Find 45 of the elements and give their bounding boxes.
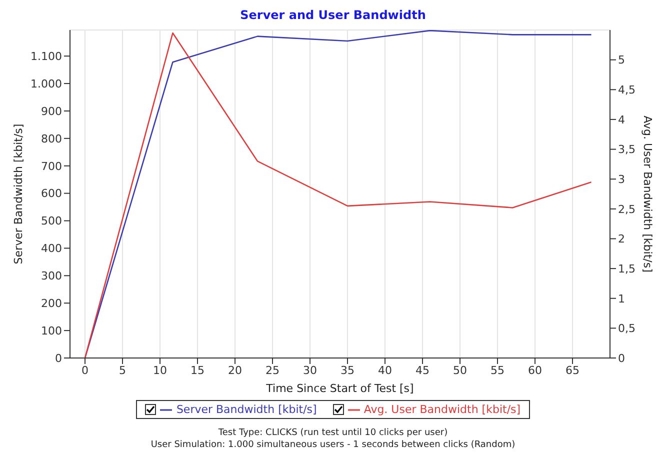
y-tick-label: 800 xyxy=(41,132,62,146)
y2-tick-label: 5 xyxy=(618,54,625,67)
y-tick-label: 0 xyxy=(55,352,62,365)
y-tick-label: 600 xyxy=(41,187,62,200)
x-tick-label: 15 xyxy=(190,364,204,377)
y2-tick-label: 0,5 xyxy=(618,322,636,336)
chart-title: Server and User Bandwidth xyxy=(239,8,427,24)
y2-tick-label: 4 xyxy=(618,113,625,126)
y-tick-label: 700 xyxy=(41,160,62,173)
y-tick-label: 200 xyxy=(41,297,62,310)
x-tick-label: 40 xyxy=(378,364,392,377)
y2-tick-label: 3 xyxy=(618,172,625,186)
x-tick-label: 5 xyxy=(119,364,126,377)
x-tick-label: 30 xyxy=(303,364,317,377)
y-tick-label: 900 xyxy=(41,104,62,118)
x-tick-label: 10 xyxy=(153,364,167,377)
y-tick-label: 1.000 xyxy=(30,77,62,90)
y-axis-title: Server Bandwidth [kbit/s] xyxy=(12,124,25,264)
x-tick-label: 50 xyxy=(453,364,467,377)
x-tick-label: 45 xyxy=(416,364,430,377)
y2-axis-title: Avg. User Bandwidth [kbit/s] xyxy=(641,116,654,272)
x-tick-label: 65 xyxy=(566,364,580,377)
y-tick-label: 100 xyxy=(41,324,62,338)
y-tick-label: 400 xyxy=(41,242,62,256)
x-tick-label: 25 xyxy=(266,364,280,377)
y2-tick-label: 2 xyxy=(618,232,625,246)
text: Test Type: CLICKS (run test until 10 clicks per user) xyxy=(217,427,449,439)
y2-tick-label: 4,5 xyxy=(618,84,636,97)
y-tick-label: 500 xyxy=(41,214,62,228)
y2-tick-label: 2,5 xyxy=(618,202,636,216)
y-tick-label: 300 xyxy=(41,270,62,283)
y-tick-label: 1.100 xyxy=(30,50,62,63)
x-tick-label: 20 xyxy=(228,364,242,377)
x-tick-label: 0 xyxy=(82,364,88,377)
text: User Simulation: 1.000 simultaneous users - 1 seconds between clicks (Random) xyxy=(150,439,516,451)
y2-tick-label: 1 xyxy=(618,292,625,306)
legend-label: Server Bandwidth [kbit/s] xyxy=(175,403,317,416)
y2-tick-label: 3,5 xyxy=(618,143,636,156)
y2-tick-label: 1,5 xyxy=(618,262,636,276)
x-tick-label: 60 xyxy=(528,364,542,377)
y2-tick-label: 0 xyxy=(618,352,625,365)
x-axis-title: Time Since Start of Test [s] xyxy=(265,382,414,395)
x-tick-label: 35 xyxy=(340,364,354,377)
x-tick-label: 55 xyxy=(490,364,504,377)
legend-label: Avg. User Bandwidth [kbit/s] xyxy=(362,403,521,416)
